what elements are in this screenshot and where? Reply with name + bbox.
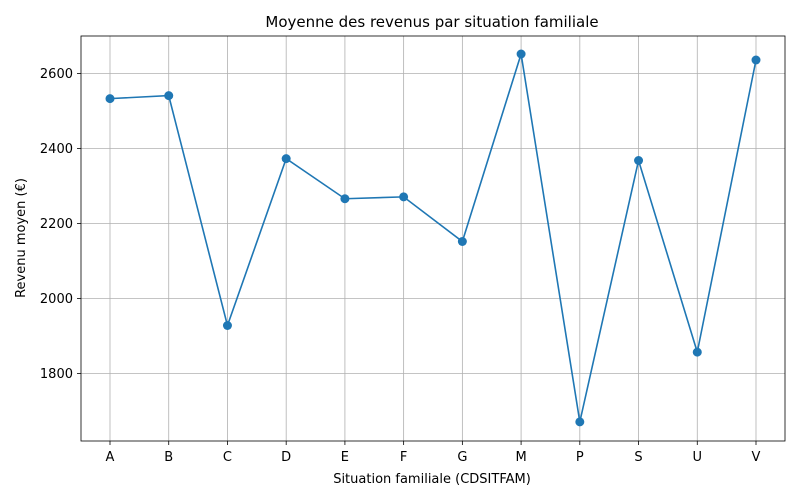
y-tick-label: 2400 (40, 142, 73, 157)
y-tick-label: 2000 (40, 292, 73, 307)
x-tick-label: G (457, 450, 467, 465)
x-tick-label: F (400, 450, 407, 465)
data-point-E (340, 194, 350, 204)
y-axis-label: Revenu moyen (€) (14, 178, 29, 298)
data-point-F (399, 192, 409, 202)
data-point-U (692, 347, 702, 357)
x-tick-label: P (576, 450, 584, 465)
data-point-G (457, 237, 467, 246)
x-tick-label: M (515, 450, 526, 465)
x-tick-label: C (223, 450, 232, 465)
y-tick-label: 2200 (40, 217, 73, 232)
ticks: A B C D E F G M P S U V 1800 2000 2200 2400 2600 (40, 67, 761, 465)
x-tick-label: S (634, 450, 642, 465)
data-point-M (516, 49, 526, 59)
y-tick-label: 2600 (40, 67, 73, 82)
data-point-V (751, 55, 761, 65)
grid (81, 36, 785, 441)
x-tick-label: V (752, 450, 761, 465)
data-point-S (634, 156, 644, 165)
data-point-P (575, 417, 585, 427)
x-tick-label: A (106, 450, 115, 465)
series (105, 49, 761, 427)
data-point-D (281, 154, 291, 164)
y-tick-label: 1800 (40, 367, 73, 382)
x-tick-label: B (164, 450, 173, 465)
chart-title: Moyenne des revenus par situation famili… (265, 13, 598, 31)
data-point-C (222, 321, 232, 330)
data-point-A (105, 94, 115, 104)
x-tick-label: E (341, 450, 349, 465)
data-point-B (164, 91, 174, 101)
x-axis-label: Situation familiale (CDSITFAM) (333, 472, 531, 487)
plot-frame (80, 35, 786, 442)
x-tick-label: U (693, 450, 703, 465)
series-line (109, 53, 757, 423)
x-tick-label: D (281, 450, 291, 465)
